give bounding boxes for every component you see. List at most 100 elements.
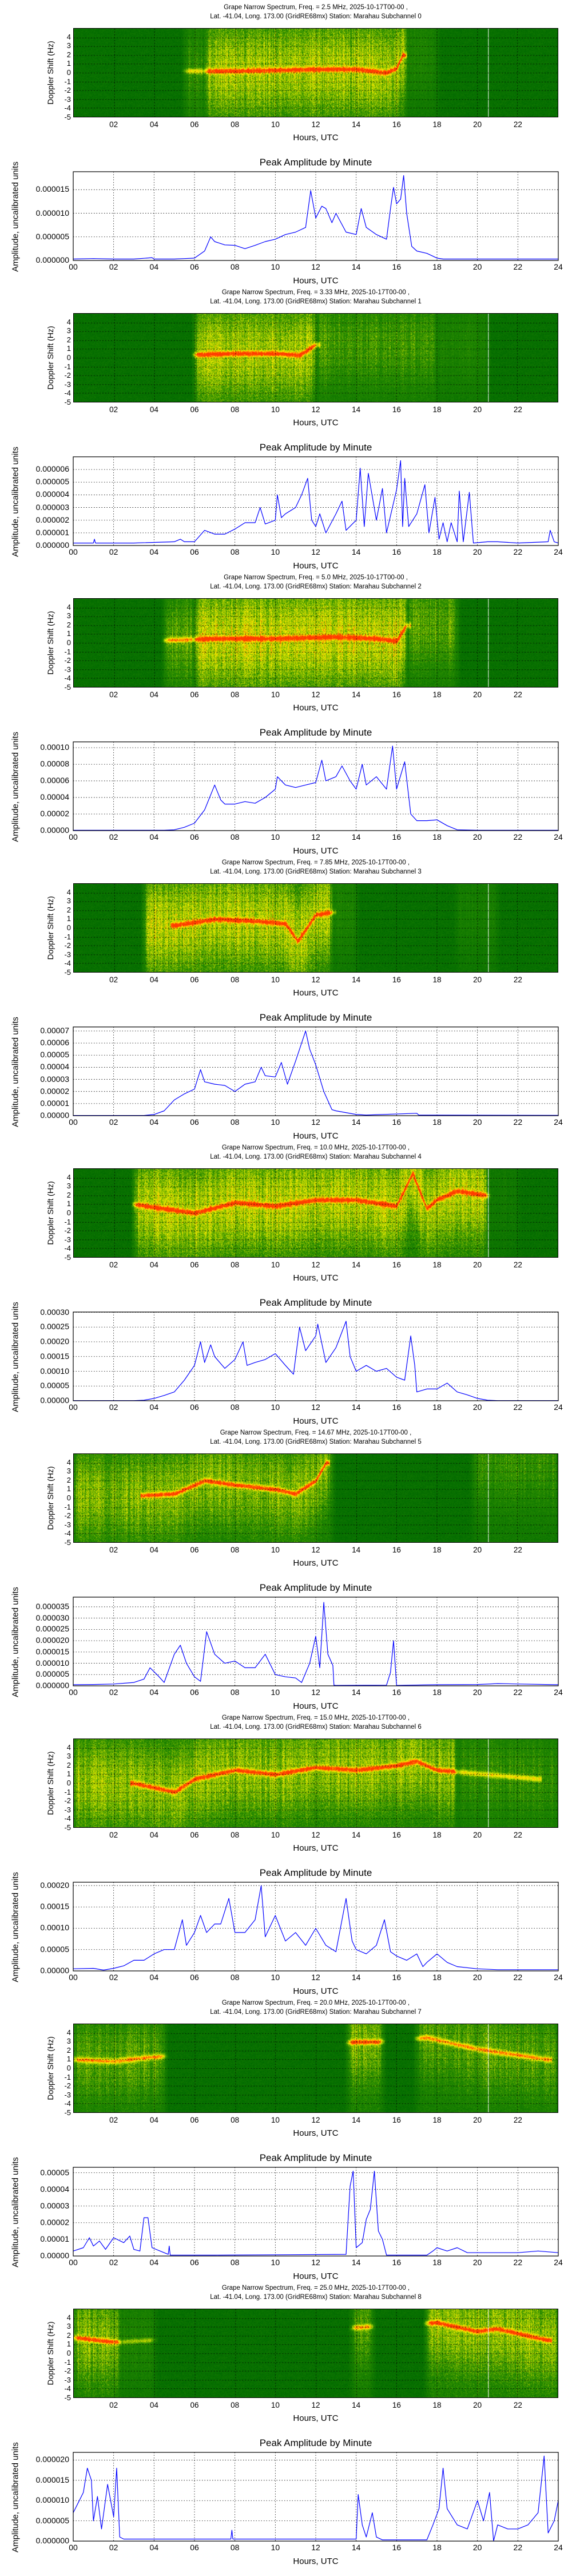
spectrogram-x-tick: 22 [513, 1831, 522, 1839]
spectrogram-y-tick: 0 [66, 1208, 71, 1217]
spectrogram-x-tick: 04 [149, 1831, 158, 1839]
spectrogram-title: Grape Narrow Spectrum, Freq. = 7.85 MHz,… [221, 859, 410, 866]
spectrogram-x-tick: 06 [190, 120, 199, 129]
line-x-tick: 00 [69, 1117, 78, 1127]
spectrogram-x-tick: 18 [432, 120, 442, 129]
spectrogram-y-tick: 4 [66, 32, 71, 41]
spectrogram-y-tick: -4 [64, 959, 71, 968]
spectrogram-y-label: Doppler Shift (Hz) [46, 2321, 55, 2385]
line-x-tick: 24 [554, 2258, 563, 2267]
spectrogram-subtitle: Lat. -41.04, Long. 173.00 (GridRE68mx) S… [210, 298, 422, 305]
line-y-label: Amplitude, uncalibrated units [10, 1302, 21, 1412]
line-x-tick: 18 [432, 2543, 442, 2552]
spectrogram-y-tick: 4 [66, 317, 71, 326]
line-x-tick: 08 [230, 832, 240, 841]
line-x-tick: 18 [432, 1688, 442, 1697]
line-y-tick: 0.000015 [35, 2475, 69, 2484]
plot-frame [73, 1597, 559, 1686]
spectrogram-y-tick: -1 [64, 1787, 71, 1796]
line-x-tick: 16 [392, 2258, 402, 2267]
spectrogram-x-tick: 10 [271, 1831, 280, 1839]
line-x-tick: 20 [472, 547, 482, 556]
spectrogram-y-tick: 1 [66, 59, 71, 68]
line-y-label: Amplitude, uncalibrated units [10, 1872, 21, 1982]
line-y-tick: 0.00003 [40, 2200, 69, 2210]
spectrogram-x-tick: 14 [352, 1261, 361, 1269]
spectrogram-x-tick: 08 [231, 2401, 240, 2409]
line-x-tick: 02 [109, 262, 118, 271]
plot-frame [73, 2167, 559, 2257]
line-x-tick: 16 [392, 2543, 402, 2552]
spectrogram-y-tick: -1 [64, 1217, 71, 1226]
line-x-tick: 14 [351, 1688, 361, 1697]
doppler-spectrogram [73, 28, 558, 117]
line-y-tick: 0.00005 [40, 1381, 69, 1390]
line-y-tick: 0.000002 [35, 515, 69, 524]
spectrogram-y-label: Doppler Shift (Hz) [46, 2036, 55, 2100]
spectrogram-y-tick: 1 [66, 2055, 71, 2064]
line-x-tick: 14 [351, 547, 361, 556]
spectrogram-y-tick: 4 [66, 2313, 71, 2322]
spectrogram-y-tick: 0 [66, 638, 71, 647]
line-x-tick: 18 [432, 1117, 442, 1127]
line-x-tick: 14 [351, 2258, 361, 2267]
line-x-tick: 14 [351, 1402, 361, 1412]
spectrogram-x-tick: 16 [392, 120, 401, 129]
line-x-tick: 02 [109, 1402, 118, 1412]
spectrogram-subtitle: Lat. -41.04, Long. 173.00 (GridRE68mx) S… [210, 1439, 422, 1445]
spectrogram-y-tick: -1 [64, 362, 71, 371]
line-y-tick: 0.00001 [40, 2234, 69, 2243]
plot-frame [73, 1882, 559, 1971]
spectrogram-y-tick: 1 [66, 1484, 71, 1494]
spectrogram-x-tick: 20 [473, 120, 482, 129]
line-x-tick: 24 [554, 1973, 563, 1982]
subchannel-panel: Grape Narrow Spectrum, Freq. = 5.0 MHz, … [0, 574, 572, 860]
line-x-tick: 02 [109, 832, 118, 841]
spectrogram-y-tick: 2 [66, 2045, 71, 2055]
line-y-tick: 0.000000 [35, 1681, 69, 1690]
spectrogram-y-tick: 0 [66, 923, 71, 932]
spectrogram-y-tick: -1 [64, 932, 71, 941]
line-y-tick: 0.00000 [40, 2251, 69, 2260]
spectrogram-title: Grape Narrow Spectrum, Freq. = 10.0 MHz,… [221, 1144, 410, 1151]
spectrogram-x-tick: 14 [352, 1831, 361, 1839]
spectrogram-x-label: Hours, UTC [293, 133, 339, 143]
line-x-tick: 16 [392, 1973, 402, 1982]
line-y-tick: 0.00003 [40, 1074, 69, 1084]
spectrogram-x-tick: 04 [149, 2401, 158, 2409]
spectrogram-y-tick: -3 [64, 2375, 71, 2384]
line-x-tick: 08 [230, 2258, 240, 2267]
spectrogram-x-tick: 20 [473, 975, 482, 984]
line-chart-title: Peak Amplitude by Minute [259, 1012, 372, 1023]
line-x-tick: 18 [432, 2258, 442, 2267]
spectrogram-x-tick: 18 [432, 1831, 442, 1839]
line-x-tick: 24 [554, 547, 563, 556]
line-y-tick: 0.00020 [40, 1337, 69, 1346]
peak-amplitude-chart [73, 1311, 559, 1401]
line-x-tick: 18 [432, 832, 442, 841]
amplitude-series-line [73, 1321, 558, 1401]
line-x-tick: 20 [472, 832, 482, 841]
spectrogram-title: Grape Narrow Spectrum, Freq. = 2.5 MHz, … [224, 4, 408, 11]
doppler-spectrogram [73, 313, 558, 402]
spectrogram-y-tick: -2 [64, 1226, 71, 1235]
line-y-tick: 0.000035 [35, 1601, 69, 1611]
spectrogram-x-tick: 10 [271, 1261, 280, 1269]
line-y-tick: 0.00004 [40, 2184, 69, 2194]
spectrogram-x-tick: 04 [149, 975, 158, 984]
spectrogram-x-tick: 02 [109, 2116, 118, 2124]
amplitude-series-line [73, 745, 558, 831]
spectrogram-x-tick: 18 [432, 2401, 442, 2409]
line-x-label: Hours, UTC [293, 1416, 339, 1426]
spectrogram-x-tick: 16 [392, 1546, 401, 1554]
line-x-tick: 08 [230, 1688, 240, 1697]
spectrogram-x-tick: 04 [149, 405, 158, 414]
line-x-tick: 00 [69, 1688, 78, 1697]
line-chart-title: Peak Amplitude by Minute [259, 2152, 372, 2163]
line-x-tick: 16 [392, 547, 402, 556]
doppler-spectrogram [73, 1739, 558, 1828]
spectrogram-x-tick: 12 [311, 690, 320, 699]
peak-amplitude-chart [73, 171, 559, 261]
spectrogram-x-label: Hours, UTC [293, 418, 339, 428]
spectrogram-x-tick: 14 [352, 2116, 361, 2124]
